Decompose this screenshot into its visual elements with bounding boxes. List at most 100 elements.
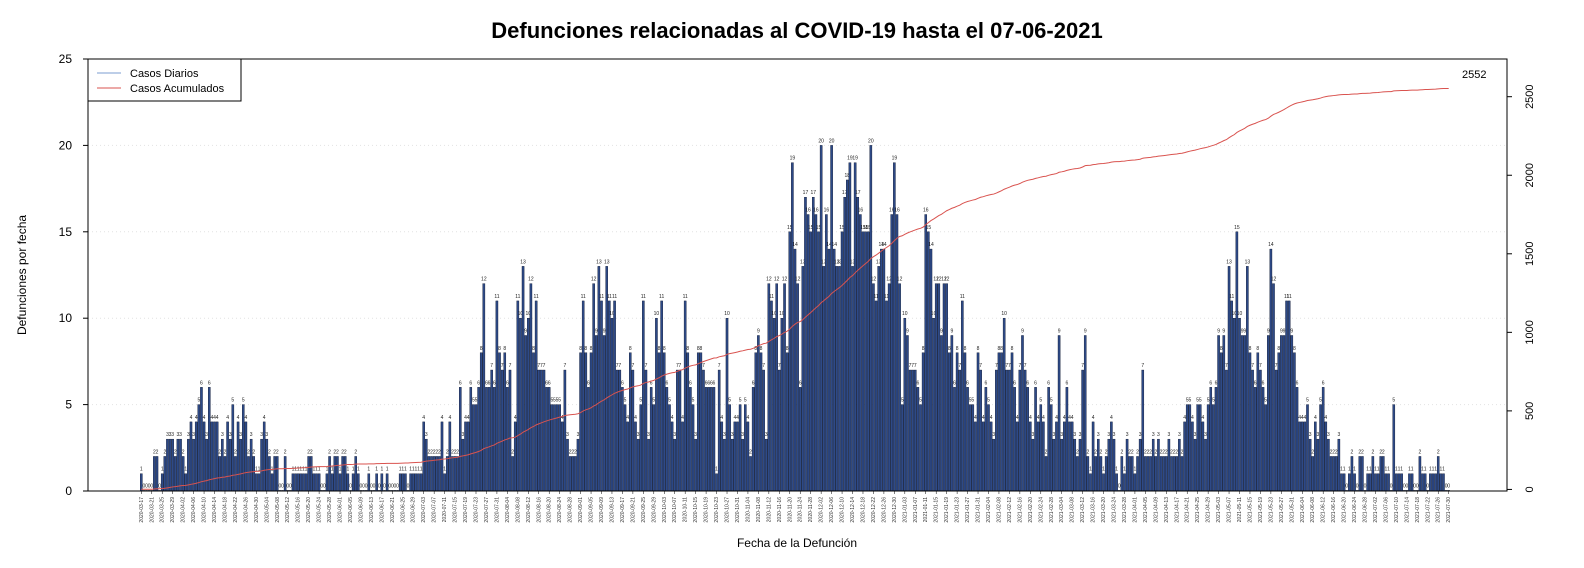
bar-value-label: 2 bbox=[571, 449, 574, 455]
bar-value-label: 2 bbox=[1094, 449, 1097, 455]
bar-value-label: 1 bbox=[1134, 467, 1137, 473]
x-tick-label: 2021-05-31 bbox=[1289, 497, 1295, 523]
daily-bar bbox=[1436, 456, 1440, 492]
bar-value-label: 9 bbox=[1280, 328, 1283, 334]
bar-value-label: 14 bbox=[928, 242, 934, 248]
legend-daily-label: Casos Diarios bbox=[130, 68, 199, 80]
bar-value-label: 18 bbox=[845, 173, 851, 179]
x-tick-label: 2021-06-24 bbox=[1352, 497, 1358, 523]
daily-bar bbox=[1421, 473, 1424, 492]
bar-value-label: 6 bbox=[1254, 380, 1257, 386]
x-tick-label: 2021-01-07 bbox=[913, 497, 919, 523]
x-tick-label: 2021-07-14 bbox=[1404, 497, 1410, 523]
y2-tick-label: 2500 bbox=[1524, 84, 1536, 108]
bar-value-label: 2 bbox=[163, 449, 166, 455]
daily-bar bbox=[793, 248, 797, 492]
daily-bar bbox=[1408, 473, 1411, 492]
daily-bar bbox=[725, 318, 729, 492]
daily-bar bbox=[1052, 438, 1056, 492]
daily-bar bbox=[333, 456, 337, 492]
y-tick-label: 15 bbox=[59, 225, 73, 239]
daily-bar bbox=[1002, 318, 1006, 492]
bar-value-label: 6 bbox=[477, 380, 480, 386]
plot-frame bbox=[87, 58, 1508, 492]
daily-bar bbox=[223, 456, 227, 492]
daily-bar bbox=[1295, 387, 1299, 492]
daily-bar bbox=[153, 456, 156, 492]
daily-bar bbox=[898, 283, 901, 492]
bar-value-label: 5 bbox=[668, 398, 671, 404]
x-tick-label: 2020-11-28 bbox=[808, 497, 814, 522]
bar-value-label: 5 bbox=[971, 398, 974, 404]
bar-value-label: 4 bbox=[1092, 415, 1095, 421]
bar-value-label: 0 bbox=[278, 483, 281, 489]
bar-value-label: 1 bbox=[367, 467, 370, 473]
bar-value-label: 5 bbox=[553, 398, 556, 404]
daily-bar bbox=[814, 214, 818, 492]
daily-bar bbox=[927, 231, 930, 492]
bar-value-label: 0 bbox=[1403, 483, 1406, 489]
bar-value-label: 1 bbox=[1411, 467, 1414, 473]
bar-value-label: 6 bbox=[1026, 380, 1029, 386]
bar-value-label: 0 bbox=[407, 483, 410, 489]
bar-value-label: 0 bbox=[1364, 483, 1367, 489]
daily-bar bbox=[1329, 456, 1333, 492]
bar-value-label: 3 bbox=[260, 432, 263, 438]
bar-value-label: 5 bbox=[739, 398, 742, 404]
bar-value-label: 11 bbox=[769, 294, 774, 300]
bar-value-label: 1 bbox=[1385, 467, 1388, 473]
bar-value-label: 2 bbox=[224, 449, 227, 455]
daily-bar bbox=[529, 283, 533, 492]
bar-value-label: 11 bbox=[599, 294, 604, 300]
daily-bar bbox=[1021, 335, 1024, 492]
daily-bar bbox=[485, 387, 488, 492]
daily-bar bbox=[1397, 473, 1401, 492]
bar-value-label: 3 bbox=[250, 432, 253, 438]
daily-bar bbox=[1162, 456, 1165, 492]
bar-value-label: 1 bbox=[315, 467, 318, 473]
daily-bar bbox=[341, 456, 344, 492]
daily-bar bbox=[1300, 421, 1304, 492]
x-tick-label: 2021-04-25 bbox=[1195, 497, 1201, 523]
daily-bar bbox=[503, 352, 507, 492]
daily-bar bbox=[696, 352, 700, 492]
bar-value-label: 4 bbox=[671, 415, 674, 421]
bar-value-label: 2 bbox=[1136, 449, 1139, 455]
daily-bar bbox=[1316, 438, 1320, 492]
daily-bar bbox=[1366, 473, 1369, 492]
bar-value-label: 9 bbox=[595, 328, 598, 334]
bar-value-label: 2 bbox=[1382, 449, 1385, 455]
daily-bar bbox=[1099, 456, 1103, 492]
bar-value-label: 13 bbox=[821, 259, 827, 265]
x-tick-label: 2020-09-21 bbox=[630, 497, 636, 523]
bar-value-label: 4 bbox=[211, 415, 214, 421]
bar-value-label: 10 bbox=[609, 311, 615, 317]
bar-value-label: 2 bbox=[1335, 449, 1338, 455]
daily-bar bbox=[1165, 456, 1168, 492]
bar-value-label: 2 bbox=[1131, 449, 1134, 455]
bar-value-label: 8 bbox=[786, 346, 789, 352]
daily-bar bbox=[924, 214, 928, 492]
bar-value-label: 5 bbox=[919, 398, 922, 404]
bar-value-label: 4 bbox=[1298, 415, 1301, 421]
x-tick-label: 2020-06-01 bbox=[338, 497, 344, 523]
x-tick-label: 2020-10-15 bbox=[693, 497, 699, 523]
x-tick-label: 2021-07-22 bbox=[1425, 497, 1431, 523]
daily-bar bbox=[660, 300, 663, 492]
bar-value-label: 8 bbox=[977, 346, 980, 352]
daily-bar bbox=[900, 404, 904, 492]
daily-bar bbox=[252, 456, 256, 492]
daily-bar bbox=[179, 438, 182, 492]
daily-bar bbox=[215, 421, 219, 492]
daily-bar bbox=[260, 438, 263, 492]
y2-tick-label: 1000 bbox=[1524, 320, 1536, 344]
bar-value-label: 2 bbox=[341, 449, 344, 455]
daily-bar bbox=[210, 421, 214, 492]
daily-bar bbox=[1431, 473, 1435, 492]
daily-bar bbox=[848, 162, 852, 492]
x-tick-label: 2020-03-17 bbox=[139, 497, 145, 523]
bar-value-label: 3 bbox=[425, 432, 428, 438]
daily-bar bbox=[218, 456, 222, 492]
bar-value-label: 16 bbox=[889, 208, 895, 214]
bar-value-label: 13 bbox=[1245, 259, 1251, 265]
